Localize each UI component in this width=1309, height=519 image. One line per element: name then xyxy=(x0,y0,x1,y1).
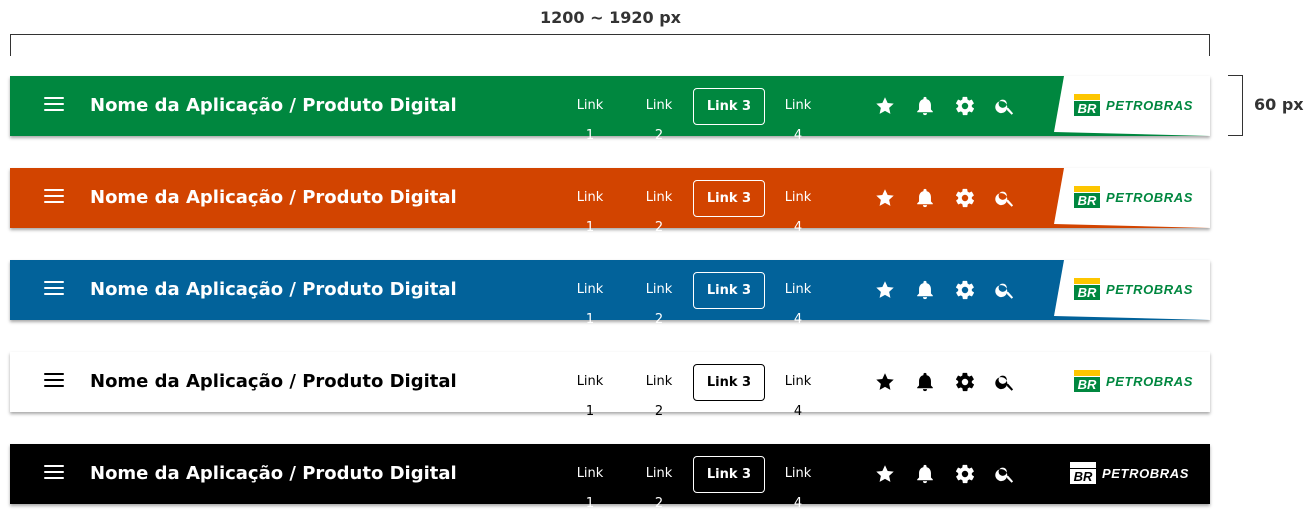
star-icon[interactable] xyxy=(874,463,896,485)
nav-link-4[interactable]: Link 4 xyxy=(784,98,812,143)
app-title: Nome da Aplicação / Produto Digital xyxy=(90,279,457,300)
menu-icon[interactable] xyxy=(44,281,64,299)
search-icon[interactable] xyxy=(994,279,1016,301)
petrobras-logo: BR PETROBRAS xyxy=(1054,76,1210,136)
nav-link-2[interactable]: Link 2 xyxy=(645,374,673,419)
nav-link-4[interactable]: Link 4 xyxy=(784,282,812,327)
nav-link-1[interactable]: Link 1 xyxy=(576,282,604,327)
menu-icon[interactable] xyxy=(44,373,64,391)
header-bar-orange: Nome da Aplicação / Produto Digital Link … xyxy=(10,168,1210,235)
nav-link-3[interactable]: Link 3 xyxy=(693,180,765,217)
menu-icon[interactable] xyxy=(44,97,64,115)
header-bar-green: Nome da Aplicação / Produto Digital Link … xyxy=(10,76,1210,143)
nav-link-3[interactable]: Link 3 xyxy=(693,272,765,309)
br-logo-mark: BR xyxy=(1074,370,1100,392)
bell-icon[interactable] xyxy=(914,371,936,393)
app-title: Nome da Aplicação / Produto Digital xyxy=(90,463,457,484)
star-icon[interactable] xyxy=(874,187,896,209)
search-icon[interactable] xyxy=(994,95,1016,117)
app-title: Nome da Aplicação / Produto Digital xyxy=(90,95,457,116)
menu-icon[interactable] xyxy=(44,465,64,483)
br-logo-mark: BR xyxy=(1074,278,1100,300)
nav-link-1[interactable]: Link 1 xyxy=(576,190,604,235)
star-icon[interactable] xyxy=(874,279,896,301)
logo-mark-text: BR xyxy=(1074,469,1093,484)
logo-text: PETROBRAS xyxy=(1106,282,1194,297)
gear-icon[interactable] xyxy=(954,463,976,485)
nav-link-2[interactable]: Link 2 xyxy=(645,98,673,143)
gear-icon[interactable] xyxy=(954,187,976,209)
nav-link-4[interactable]: Link 4 xyxy=(784,466,812,511)
logo-mark-text: BR xyxy=(1078,285,1097,300)
search-icon[interactable] xyxy=(994,187,1016,209)
bell-icon[interactable] xyxy=(914,279,936,301)
gear-icon[interactable] xyxy=(954,95,976,117)
header-bar-blue: Nome da Aplicação / Produto Digital Link … xyxy=(10,260,1210,327)
nav-link-4[interactable]: Link 4 xyxy=(784,374,812,419)
app-title: Nome da Aplicação / Produto Digital xyxy=(90,187,457,208)
width-dimension-line xyxy=(10,34,1210,56)
nav-link-1[interactable]: Link 1 xyxy=(576,98,604,143)
logo-text: PETROBRAS xyxy=(1106,190,1194,205)
br-logo-mark: BR xyxy=(1070,462,1096,484)
gear-icon[interactable] xyxy=(954,371,976,393)
logo-mark-text: BR xyxy=(1078,377,1097,392)
bell-icon[interactable] xyxy=(914,187,936,209)
gear-icon[interactable] xyxy=(954,279,976,301)
logo-mark-text: BR xyxy=(1078,101,1097,116)
star-icon[interactable] xyxy=(874,371,896,393)
nav-link-2[interactable]: Link 2 xyxy=(645,466,673,511)
logo-text: PETROBRAS xyxy=(1106,374,1194,389)
petrobras-logo: BR PETROBRAS xyxy=(1054,168,1210,228)
header-bar-white: Nome da Aplicação / Produto Digital Link … xyxy=(10,352,1210,419)
petrobras-logo: BR PETROBRAS xyxy=(1054,260,1210,320)
star-icon[interactable] xyxy=(874,95,896,117)
search-icon[interactable] xyxy=(994,463,1016,485)
bell-icon[interactable] xyxy=(914,463,936,485)
nav-link-3[interactable]: Link 3 xyxy=(693,364,765,401)
nav-link-3[interactable]: Link 3 xyxy=(693,456,765,493)
search-icon[interactable] xyxy=(994,371,1016,393)
petrobras-logo: BR PETROBRAS xyxy=(1054,444,1210,504)
logo-text: PETROBRAS xyxy=(1106,98,1194,113)
br-logo-mark: BR xyxy=(1074,186,1100,208)
nav-link-1[interactable]: Link 1 xyxy=(576,374,604,419)
nav-link-3[interactable]: Link 3 xyxy=(693,88,765,125)
app-title: Nome da Aplicação / Produto Digital xyxy=(90,371,457,392)
nav-link-2[interactable]: Link 2 xyxy=(645,190,673,235)
nav-link-2[interactable]: Link 2 xyxy=(645,282,673,327)
br-logo-mark: BR xyxy=(1074,94,1100,116)
header-bar-black: Nome da Aplicação / Produto Digital Link … xyxy=(10,444,1210,511)
petrobras-logo: BR PETROBRAS xyxy=(1054,352,1210,412)
height-dimension-bracket xyxy=(1228,75,1243,136)
menu-icon[interactable] xyxy=(44,189,64,207)
logo-mark-text: BR xyxy=(1078,193,1097,208)
width-dimension-label: 1200 ~ 1920 px xyxy=(540,8,681,27)
height-dimension-label: 60 px xyxy=(1254,95,1304,114)
nav-link-1[interactable]: Link 1 xyxy=(576,466,604,511)
nav-link-4[interactable]: Link 4 xyxy=(784,190,812,235)
logo-text: PETROBRAS xyxy=(1102,466,1190,481)
bell-icon[interactable] xyxy=(914,95,936,117)
